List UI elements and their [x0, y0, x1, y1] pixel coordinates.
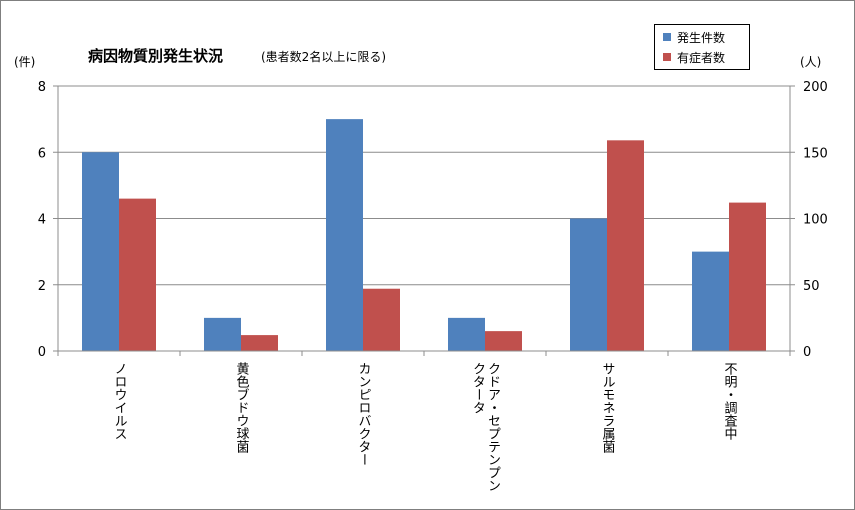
y-right-tick-label: 50 [803, 279, 820, 294]
bar-incidents [204, 317, 241, 351]
category-label: ノロウイルス [112, 362, 127, 440]
chart-subtitle: (患者数2名以上に限る) [261, 49, 386, 64]
bar-patients [119, 198, 156, 351]
y-left-unit: (件) [14, 55, 35, 69]
bar-incidents [692, 251, 729, 351]
bar-patients [241, 335, 278, 351]
bar-patients [363, 288, 400, 351]
y-right-tick-label: 0 [803, 345, 811, 360]
bar-patients [729, 202, 766, 351]
bar-incidents [448, 317, 485, 351]
y-right-unit: (人) [800, 55, 821, 69]
y-left-tick-label: 6 [38, 146, 46, 161]
bar-patients [485, 331, 522, 351]
bar-incidents [326, 119, 363, 351]
category-label: カンピロバクター [356, 362, 372, 466]
bar-incidents [570, 218, 607, 351]
legend: 発生件数 有症者数 [654, 24, 750, 70]
category-label: クタータ [470, 362, 485, 414]
legend-item-2: 有症者数 [663, 48, 725, 66]
legend-swatch-2 [663, 53, 671, 61]
category-label: 不明・調査中 [722, 362, 738, 440]
y-left-tick-label: 8 [38, 80, 46, 95]
y-right-tick-label: 150 [803, 146, 828, 161]
y-right-tick-label: 100 [803, 213, 828, 228]
chart-title: 病因物質別発生状況 [88, 47, 223, 65]
bar-incidents [82, 152, 119, 351]
y-left-tick-label: 4 [38, 213, 46, 228]
legend-label-1: 発生件数 [677, 30, 726, 45]
legend-label-2: 有症者数 [677, 50, 726, 65]
category-label: サルモネラ属菌 [600, 362, 616, 453]
y-left-tick-label: 0 [38, 345, 46, 360]
bar-patients [607, 140, 644, 351]
y-right-tick-label: 200 [803, 80, 828, 95]
category-label: クドア・セプテンプン [485, 362, 501, 492]
legend-item-1: 発生件数 [663, 28, 725, 46]
category-label: 黄色ブドウ球菌 [234, 362, 250, 453]
y-left-tick-label: 2 [38, 279, 46, 294]
legend-swatch-1 [663, 33, 671, 41]
